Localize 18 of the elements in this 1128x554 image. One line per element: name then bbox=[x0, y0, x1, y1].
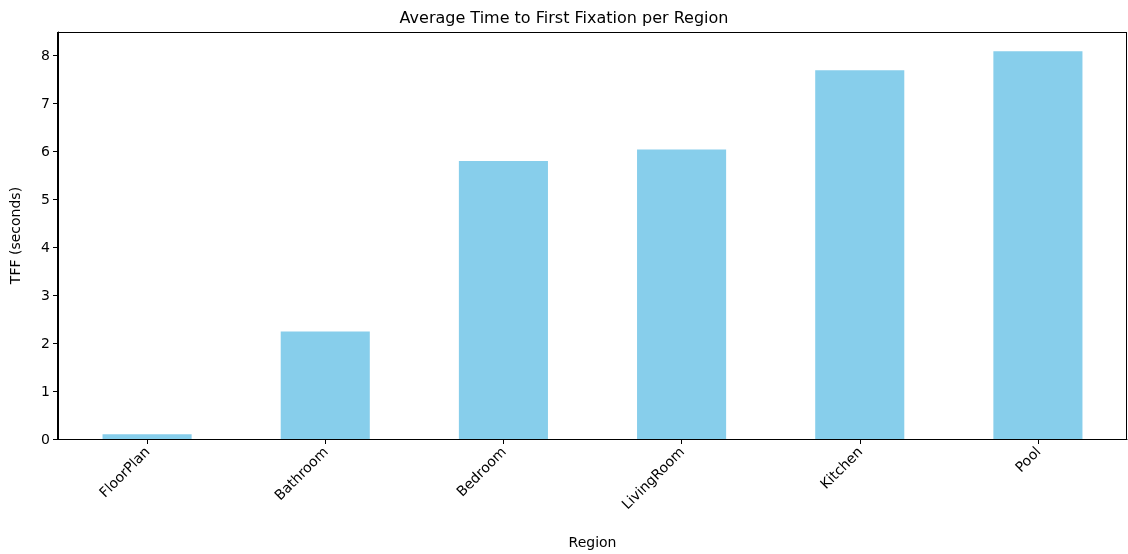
y-tick-label: 7 bbox=[41, 95, 50, 112]
y-tick-label: 0 bbox=[41, 431, 50, 447]
bar bbox=[280, 331, 370, 439]
y-tick-label: 2 bbox=[41, 335, 50, 352]
y-tick-label: 5 bbox=[41, 191, 50, 208]
bar bbox=[102, 434, 192, 439]
y-tick-label: 4 bbox=[41, 239, 51, 256]
y-tick-label: 8 bbox=[41, 47, 50, 64]
y-axis-title: TFF (seconds) bbox=[7, 186, 23, 286]
bar bbox=[637, 149, 727, 439]
x-axis-title: Region bbox=[568, 534, 617, 550]
y-tick-label: 6 bbox=[41, 143, 51, 160]
bar bbox=[993, 51, 1083, 439]
bar bbox=[458, 160, 548, 439]
y-tick-label: 1 bbox=[41, 383, 50, 400]
chart-title: Average Time to First Fixation per Region bbox=[399, 7, 729, 27]
y-tick-label: 3 bbox=[41, 287, 50, 304]
bar bbox=[815, 70, 905, 439]
